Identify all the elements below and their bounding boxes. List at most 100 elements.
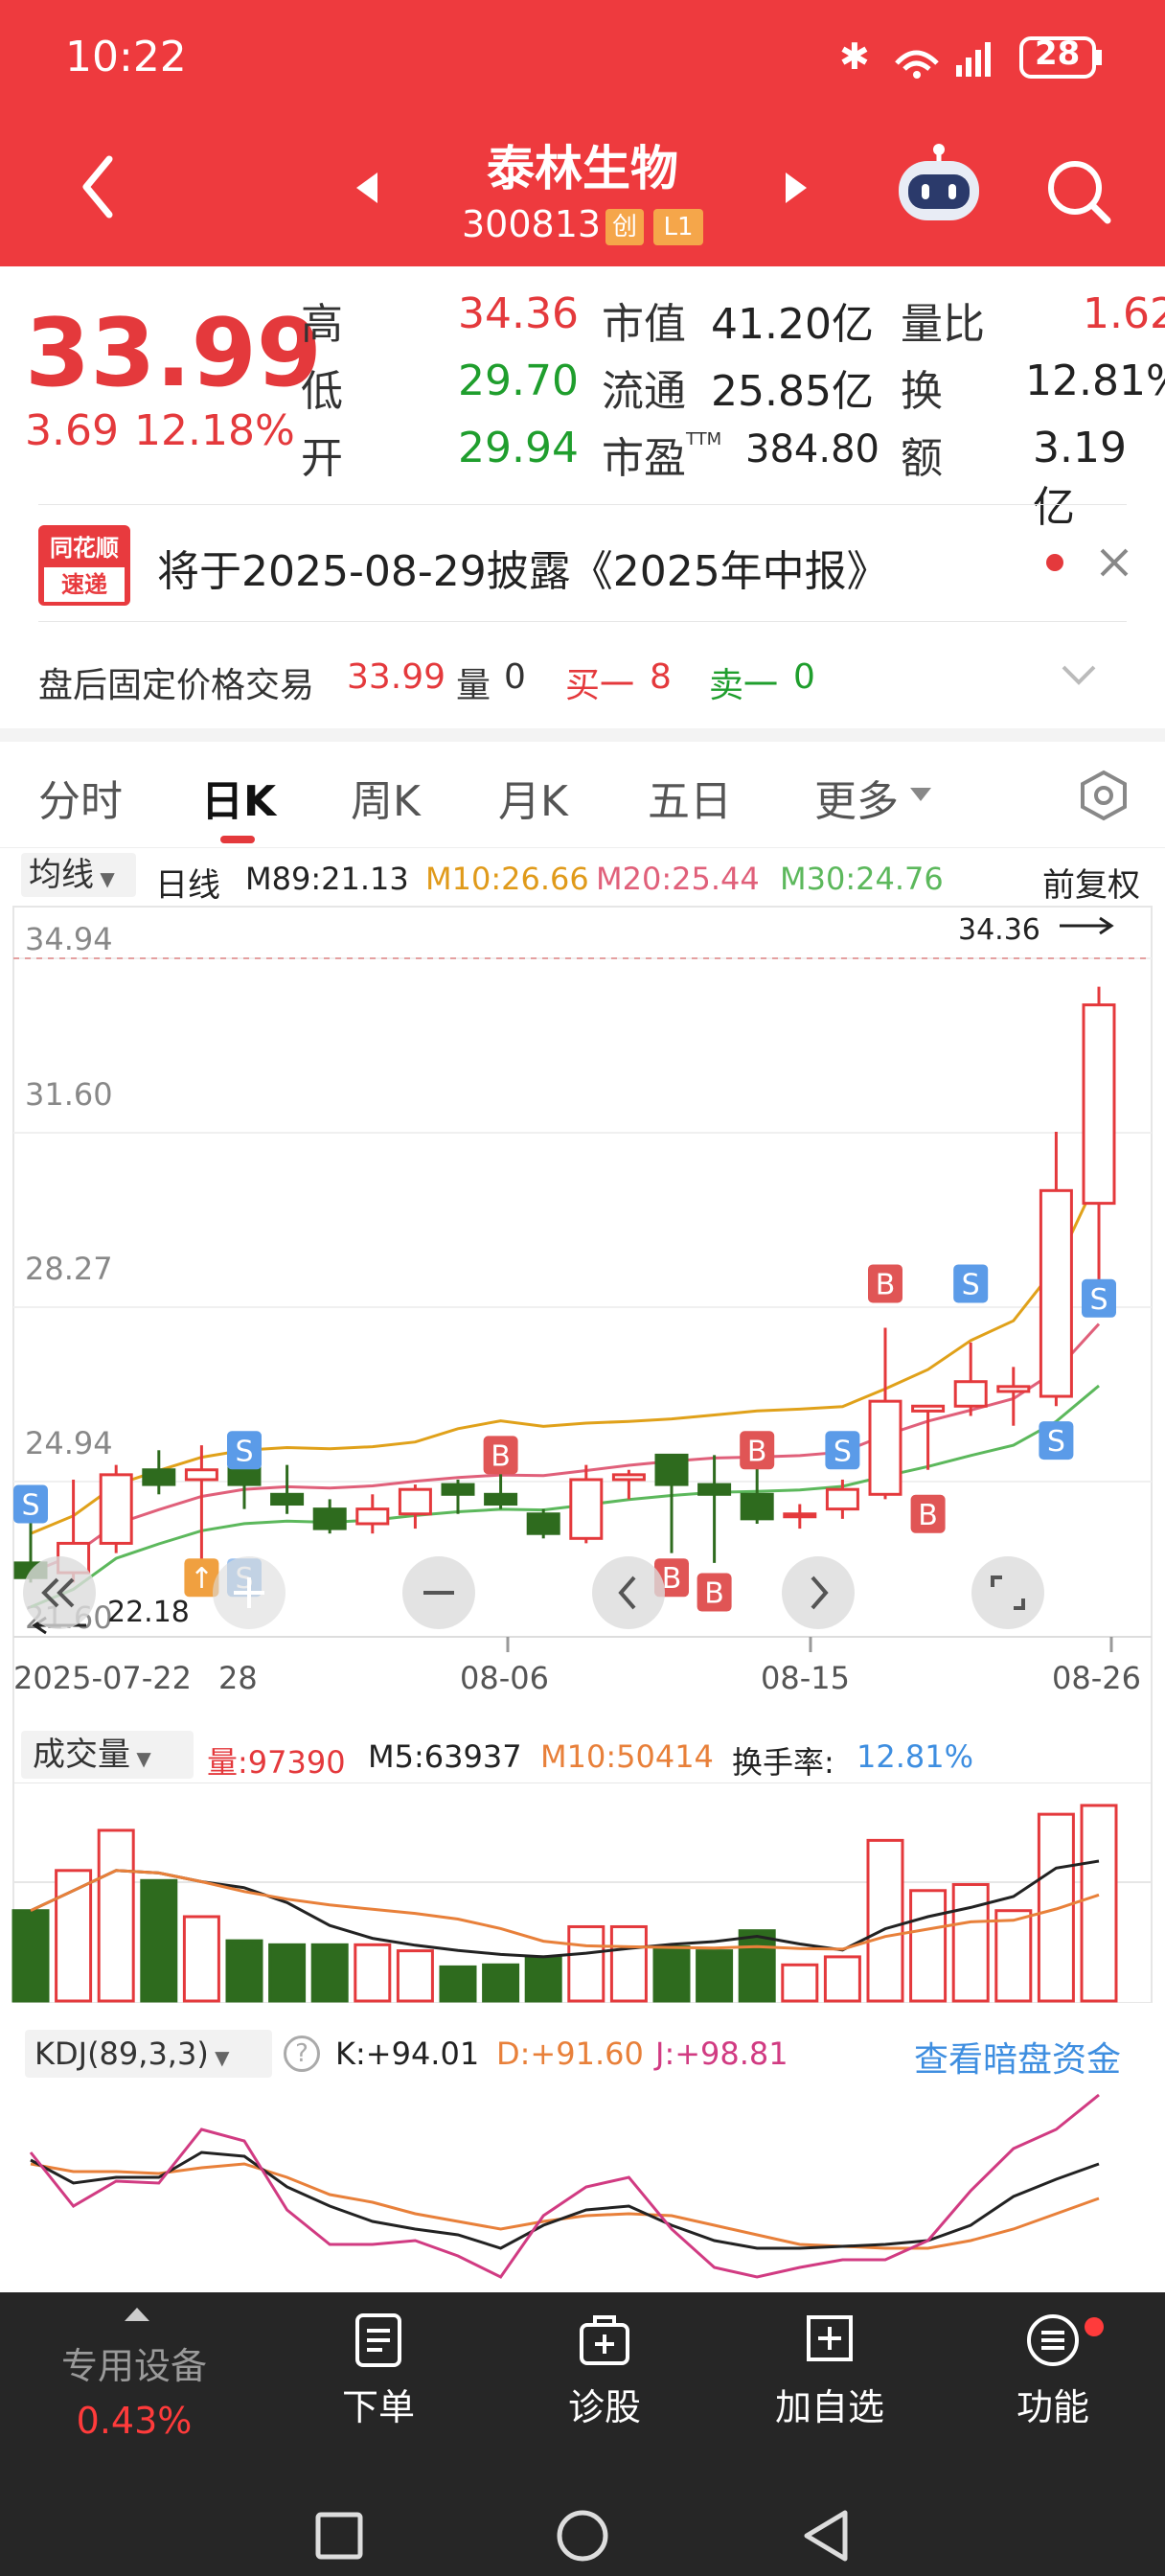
tab-more[interactable]: 更多	[814, 777, 899, 826]
settings-hexagon-icon[interactable]	[1077, 769, 1131, 826]
home-icon[interactable]	[556, 2509, 609, 2566]
prev-stock-icon[interactable]	[353, 169, 381, 211]
candle-body	[1082, 1003, 1116, 1206]
recent-apps-icon[interactable]	[314, 2511, 364, 2564]
scroll-right-icon[interactable]	[782, 1556, 855, 1629]
volume-ma-lines	[30, 1859, 1100, 1959]
tab-monthly-k[interactable]: 月K	[498, 777, 568, 826]
volume-chart[interactable]	[0, 1782, 1165, 2003]
help-icon[interactable]: ?	[284, 2036, 320, 2072]
tab-weekly-k[interactable]: 周K	[351, 777, 421, 826]
dark-pool-link[interactable]: 查看暗盘资金	[914, 2040, 1122, 2080]
fullscreen-icon[interactable]	[971, 1556, 1044, 1629]
ma-selector[interactable]: 均线 ▼	[21, 853, 136, 897]
order-icon	[355, 2313, 401, 2367]
news-text[interactable]: 将于2025-08-29披露《2025年中报》	[157, 547, 889, 596]
tab-daily-k[interactable]: 日K	[201, 777, 277, 826]
signal-marker	[483, 1436, 518, 1475]
volume-bar	[396, 1949, 434, 2003]
expand-up-icon[interactable]	[123, 2304, 151, 2327]
zoom-in-icon[interactable]	[213, 1556, 286, 1629]
candle-body	[783, 1512, 817, 1519]
volume-bar	[994, 1909, 1033, 2003]
volume-bar	[823, 1955, 861, 2003]
close-icon[interactable]	[1098, 546, 1131, 583]
after-hours-sell-label: 卖一	[709, 666, 779, 705]
function-button[interactable]: 功能	[991, 2312, 1115, 2430]
chart-frame	[12, 906, 1153, 1883]
kdj-lines	[29, 2093, 1100, 2279]
signal-marker	[227, 1431, 262, 1470]
tab-intraday[interactable]: 分时	[38, 777, 123, 826]
amount-label: 额	[901, 434, 943, 483]
price-tick: 28.27	[25, 1251, 113, 1287]
candle-body	[697, 1483, 732, 1496]
candles	[13, 986, 1116, 1583]
robot-assistant-icon[interactable]	[891, 144, 987, 234]
add-label: 加自选	[774, 2386, 884, 2428]
after-hours-vol: 0	[504, 657, 526, 697]
signal-marker-text: S	[1047, 1425, 1065, 1459]
sector-name[interactable]: 专用设备	[60, 2345, 207, 2387]
add-icon	[807, 2315, 853, 2361]
header: 10:22 ✱ 28 泰林生物 300813 创 L1	[0, 0, 1165, 266]
notification-dot	[1085, 2317, 1104, 2336]
candle-body	[868, 1399, 902, 1496]
bottom-toolbar: 专用设备 0.43% 下单 诊股 加自选 功能	[0, 2292, 1165, 2576]
tab-five-day[interactable]: 五日	[648, 777, 732, 826]
ths-news-logo: 同花顺 速递	[38, 525, 130, 606]
volume-bar	[182, 1915, 220, 2003]
turnover-value: 12.81%	[1025, 356, 1165, 405]
order-button[interactable]: 下单	[316, 2312, 441, 2430]
volume-bar	[268, 1943, 307, 2003]
volume-bar	[1080, 1804, 1118, 2003]
candle-body	[184, 1468, 218, 1482]
scroll-left-icon[interactable]	[592, 1556, 665, 1629]
volume-bar	[225, 1939, 263, 2003]
open-label: 开	[301, 434, 343, 483]
back-icon[interactable]	[77, 153, 119, 224]
adjust-label[interactable]: 前复权	[1042, 866, 1140, 905]
signal-marker-text: B	[747, 1435, 767, 1468]
candle-body	[312, 1507, 347, 1530]
diagnose-label: 诊股	[567, 2386, 641, 2428]
high-mark-arrow-icon	[1060, 916, 1114, 935]
dropdown-arrow-icon: ▼	[94, 867, 115, 890]
kline-chart[interactable]: 34.94 31.60 28.27 24.94 21.60 34.36 22.1…	[0, 901, 1165, 1917]
kdj-chart[interactable]	[0, 2082, 1165, 2292]
volume-selector[interactable]: 成交量 ▼	[21, 1731, 194, 1779]
candle-body	[654, 1453, 689, 1486]
kdj-d: D:+91.60	[496, 2036, 644, 2072]
volume-bar	[652, 1944, 691, 2003]
volume-bar	[55, 1869, 93, 2003]
expand-chevron-icon[interactable]	[1060, 661, 1098, 694]
logo-top: 同花顺	[50, 535, 119, 562]
diagnose-button[interactable]: 诊股	[542, 2312, 667, 2430]
search-icon[interactable]	[1044, 157, 1113, 230]
low-value: 29.70	[458, 356, 579, 405]
signal-marker-text: B	[704, 1577, 724, 1611]
scroll-to-start-icon[interactable]	[23, 1556, 96, 1629]
signal-marker-text: S	[1089, 1283, 1108, 1317]
current-price: 33.99	[25, 299, 322, 408]
candle-body	[398, 1487, 432, 1516]
signal-marker	[868, 1264, 902, 1303]
kdj-j: J:+98.81	[655, 2036, 788, 2072]
m30-label: M30:24.76	[780, 861, 944, 897]
volume-bar	[781, 1963, 819, 2003]
active-tab-indicator	[220, 836, 255, 843]
price-tick: 31.60	[25, 1076, 113, 1113]
after-hours-buy: 8	[650, 657, 672, 697]
high-label: 高	[301, 300, 343, 349]
candle-body	[996, 1385, 1031, 1393]
back-nav-icon[interactable]	[799, 2509, 853, 2566]
candle-body	[569, 1478, 604, 1540]
add-watchlist-button[interactable]: 加自选	[763, 2312, 897, 2430]
float-value: 25.85亿	[711, 367, 874, 416]
kdj-selector[interactable]: KDJ(89,3,3) ▼	[25, 2030, 272, 2078]
zoom-out-icon[interactable]	[402, 1556, 475, 1629]
next-stock-icon[interactable]	[782, 169, 811, 211]
signal-marker-text: S	[21, 1489, 39, 1523]
after-hours-sell: 0	[793, 657, 815, 697]
m10-label: M10:26.66	[425, 861, 589, 897]
